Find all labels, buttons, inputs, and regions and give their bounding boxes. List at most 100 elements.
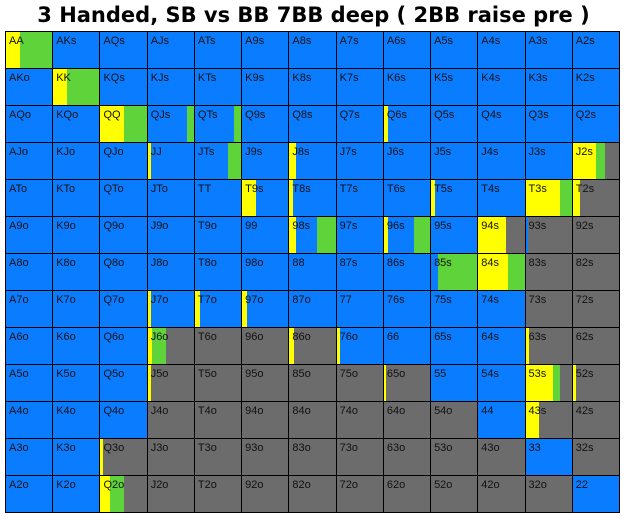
yellow-segment xyxy=(525,328,530,364)
hand-cell: 44 xyxy=(478,402,525,438)
hand-label: 88 xyxy=(292,257,305,269)
hand-label: 82s xyxy=(575,257,594,269)
hand-label: T8s xyxy=(292,183,311,195)
blue-segment xyxy=(151,291,194,327)
hand-label: JTo xyxy=(150,183,168,195)
grey-segment xyxy=(147,402,194,438)
hand-label: J8s xyxy=(292,146,310,158)
hand-cell: AQs xyxy=(100,32,147,68)
grey-segment xyxy=(123,476,147,512)
hand-label: J9o xyxy=(150,220,169,232)
grey-segment xyxy=(336,476,383,512)
grey-segment xyxy=(147,476,194,512)
blue-segment xyxy=(53,402,100,438)
hand-label: JTs xyxy=(197,146,215,158)
grey-segment xyxy=(527,217,572,253)
hand-label: 65s xyxy=(434,331,452,343)
blue-segment xyxy=(246,291,289,327)
hand-label: K9s xyxy=(245,72,265,84)
hand-label: T3o xyxy=(197,442,217,454)
yellow-segment xyxy=(572,180,580,216)
hand-cell: J3o xyxy=(147,439,194,475)
hand-cell: A4s xyxy=(478,32,525,68)
chart-title: 3 Handed, SB vs BB 7BB deep ( 2BB raise … xyxy=(37,3,590,27)
hand-label: 53o xyxy=(434,442,453,454)
hand-label: QQ xyxy=(103,109,121,121)
hand-cell: ATs xyxy=(194,32,242,68)
yellow-segment xyxy=(336,328,341,364)
hand-label: 62o xyxy=(386,479,406,491)
grey-segment xyxy=(242,328,289,364)
hand-cell: AQo xyxy=(6,106,53,142)
grey-segment xyxy=(336,365,383,401)
hand-cell: Q4o xyxy=(100,402,147,438)
hand-cell: 95s xyxy=(431,217,478,253)
grey-segment xyxy=(525,291,572,327)
blue-segment xyxy=(199,291,242,327)
blue-segment xyxy=(194,106,235,142)
blue-segment xyxy=(289,254,336,290)
hand-label: A7o xyxy=(9,294,29,306)
grey-segment xyxy=(478,439,525,475)
hand-label: J5s xyxy=(434,146,452,158)
blue-segment xyxy=(478,365,525,401)
hand-cell: 95o xyxy=(242,365,289,401)
hand-label: 64s xyxy=(481,331,500,343)
blue-segment xyxy=(6,439,53,475)
hand-label: A6s xyxy=(386,35,406,47)
hand-cell: TT xyxy=(194,180,242,216)
green-segment xyxy=(186,106,194,142)
hand-cell: 63s xyxy=(525,328,572,364)
hand-cell: 42s xyxy=(572,402,619,438)
hand-label: A3o xyxy=(9,442,29,454)
hand-cell: K6s xyxy=(383,69,431,105)
yellow-segment xyxy=(194,291,200,327)
hand-cell: KTo xyxy=(53,180,100,216)
hand-label: 83s xyxy=(528,257,547,269)
hand-cell: K3o xyxy=(53,439,100,475)
hand-label: AQo xyxy=(9,109,32,121)
grey-segment xyxy=(560,365,572,401)
hand-label: K5o xyxy=(56,368,76,380)
hand-cell: K5s xyxy=(431,69,478,105)
blue-segment xyxy=(383,328,431,364)
hand-label: 95o xyxy=(245,368,264,380)
hand-label: 44 xyxy=(481,405,494,417)
blue-segment xyxy=(100,254,147,290)
hand-label: Q4o xyxy=(103,405,125,417)
blue-segment xyxy=(6,180,53,216)
yellow-segment xyxy=(478,254,509,290)
blue-segment xyxy=(383,143,431,179)
hand-label: Q7s xyxy=(339,109,360,121)
grey-segment xyxy=(336,402,383,438)
hand-label: TT xyxy=(197,183,212,195)
grey-segment xyxy=(293,328,336,364)
blue-segment xyxy=(525,106,572,142)
hand-cell: J6o xyxy=(147,328,194,364)
hand-label: KTs xyxy=(197,72,217,84)
green-segment xyxy=(595,143,606,179)
hand-label: 83o xyxy=(292,442,311,454)
grey-segment xyxy=(242,439,289,475)
hand-cell: 75s xyxy=(431,291,478,327)
grey-segment xyxy=(102,439,147,475)
hand-cell: 72o xyxy=(336,476,383,512)
hand-cell: 97o xyxy=(242,291,289,327)
hand-label: J4o xyxy=(150,405,169,417)
blue-segment xyxy=(100,217,147,253)
hand-label: A8s xyxy=(292,35,312,47)
blue-segment xyxy=(289,106,336,142)
grey-segment xyxy=(289,365,336,401)
blue-segment xyxy=(336,32,383,68)
hand-cell: J2o xyxy=(147,476,194,512)
hand-label: 87o xyxy=(292,294,311,306)
blue-segment xyxy=(100,291,147,327)
hand-cell: JJ xyxy=(147,143,194,179)
hand-cell: 98s xyxy=(289,217,336,253)
blue-segment xyxy=(6,476,53,512)
hand-cell: 52s xyxy=(572,365,619,401)
grey-segment xyxy=(572,254,619,290)
hand-label: K4s xyxy=(481,72,501,84)
hand-cell: T6o xyxy=(194,328,242,364)
hand-cell: 84s xyxy=(478,254,525,290)
